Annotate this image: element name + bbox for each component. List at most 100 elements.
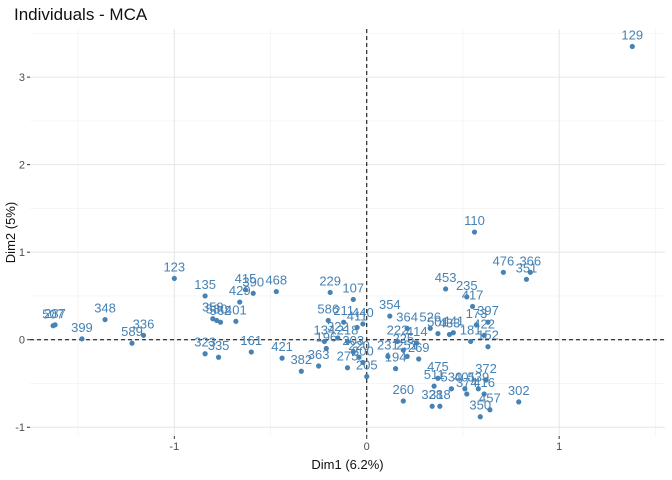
point-label: 586 xyxy=(317,301,339,316)
data-point xyxy=(404,325,410,331)
y-axis-title: Dim2 (5%) xyxy=(3,202,18,263)
point-label: 260 xyxy=(392,382,414,397)
point-label: 235 xyxy=(456,278,478,293)
data-point xyxy=(414,340,420,346)
point-label: 401 xyxy=(454,370,476,385)
data-point xyxy=(462,386,468,392)
data-point xyxy=(350,296,356,303)
point-label: 211 xyxy=(333,303,354,318)
data-point xyxy=(242,287,249,293)
data-point xyxy=(327,289,333,296)
data-point xyxy=(250,290,256,296)
data-point xyxy=(471,229,478,235)
point-label: 507 xyxy=(42,307,64,322)
point-label: 468 xyxy=(265,273,287,288)
data-point xyxy=(500,269,506,275)
point-label: 441 xyxy=(442,314,464,329)
y-tick-label: 1 xyxy=(19,247,25,259)
point-label: 351 xyxy=(516,260,538,275)
point-label: 476 xyxy=(493,253,515,268)
point-label: 390 xyxy=(242,274,264,289)
point-label: 269 xyxy=(408,340,430,355)
point-label: 220 xyxy=(348,338,370,353)
data-point xyxy=(354,324,360,331)
point-label: 589 xyxy=(121,324,143,339)
data-point xyxy=(468,338,474,345)
data-point xyxy=(387,313,393,319)
data-point xyxy=(385,353,391,359)
data-point xyxy=(140,332,147,338)
y-axis-ticks: -1 0 1 2 3 xyxy=(15,72,30,434)
point-label: 416 xyxy=(473,375,495,390)
plot-panel xyxy=(30,29,665,436)
point-label: 359 xyxy=(202,300,224,315)
data-point xyxy=(102,316,108,323)
data-point xyxy=(237,299,243,305)
point-label: 363 xyxy=(308,347,330,362)
data-point xyxy=(360,359,366,366)
data-point xyxy=(516,399,522,405)
data-point xyxy=(477,414,483,420)
data-point xyxy=(344,365,351,371)
data-point xyxy=(325,317,331,324)
y-tick-label: 2 xyxy=(19,160,25,172)
point-label: 401 xyxy=(225,302,247,317)
point-label: 453 xyxy=(435,270,457,285)
point-label: 196 xyxy=(315,329,337,344)
data-point xyxy=(404,353,410,359)
data-point xyxy=(523,276,530,282)
point-label: 229 xyxy=(319,273,341,288)
point-label: 382 xyxy=(290,352,312,367)
x-axis-ticks: -1 0 1 xyxy=(169,436,562,453)
point-label: 511 xyxy=(424,367,445,382)
data-point xyxy=(429,403,435,409)
data-point xyxy=(360,321,366,327)
point-label: 475 xyxy=(427,359,449,374)
data-point xyxy=(427,325,433,331)
data-point xyxy=(298,368,304,374)
point-label: 414 xyxy=(406,324,428,339)
data-point xyxy=(435,330,441,337)
point-label: 429 xyxy=(229,283,251,298)
point-label: 348 xyxy=(94,301,116,316)
data-points xyxy=(50,43,635,420)
data-point xyxy=(79,336,85,342)
data-point xyxy=(475,386,481,392)
point-label: 152 xyxy=(477,328,499,343)
data-point xyxy=(400,398,406,404)
data-point xyxy=(350,349,356,355)
x-tick-label: 0 xyxy=(364,441,370,453)
data-point xyxy=(443,286,449,292)
data-point xyxy=(341,319,347,325)
data-point xyxy=(448,386,455,392)
point-label: 134 xyxy=(314,322,336,337)
point-label: 225 xyxy=(392,331,414,346)
data-point xyxy=(393,366,399,372)
data-point xyxy=(450,330,456,336)
y-tick-label: -1 xyxy=(15,422,25,434)
point-label: 135 xyxy=(194,277,216,292)
point-label: 422 xyxy=(473,316,495,331)
point-label: 275 xyxy=(337,349,359,364)
point-label: 203 xyxy=(342,333,364,348)
point-label: 580 xyxy=(206,301,228,316)
data-point xyxy=(394,338,401,345)
data-point xyxy=(171,275,177,282)
point-label: 302 xyxy=(508,383,530,398)
x-tick-label: 1 xyxy=(556,441,562,453)
data-point xyxy=(215,354,222,360)
point-label: 287 xyxy=(44,306,66,321)
point-label: 323 xyxy=(194,335,216,350)
point-label: 364 xyxy=(396,309,418,324)
point-label: 366 xyxy=(519,253,541,268)
data-point xyxy=(129,340,135,346)
data-point xyxy=(473,322,480,328)
data-point xyxy=(483,377,489,383)
data-point xyxy=(400,347,406,353)
data-point xyxy=(50,323,56,329)
data-point xyxy=(435,375,441,381)
data-point xyxy=(202,293,208,299)
data-point xyxy=(485,319,491,325)
point-label: 231 xyxy=(377,337,399,352)
